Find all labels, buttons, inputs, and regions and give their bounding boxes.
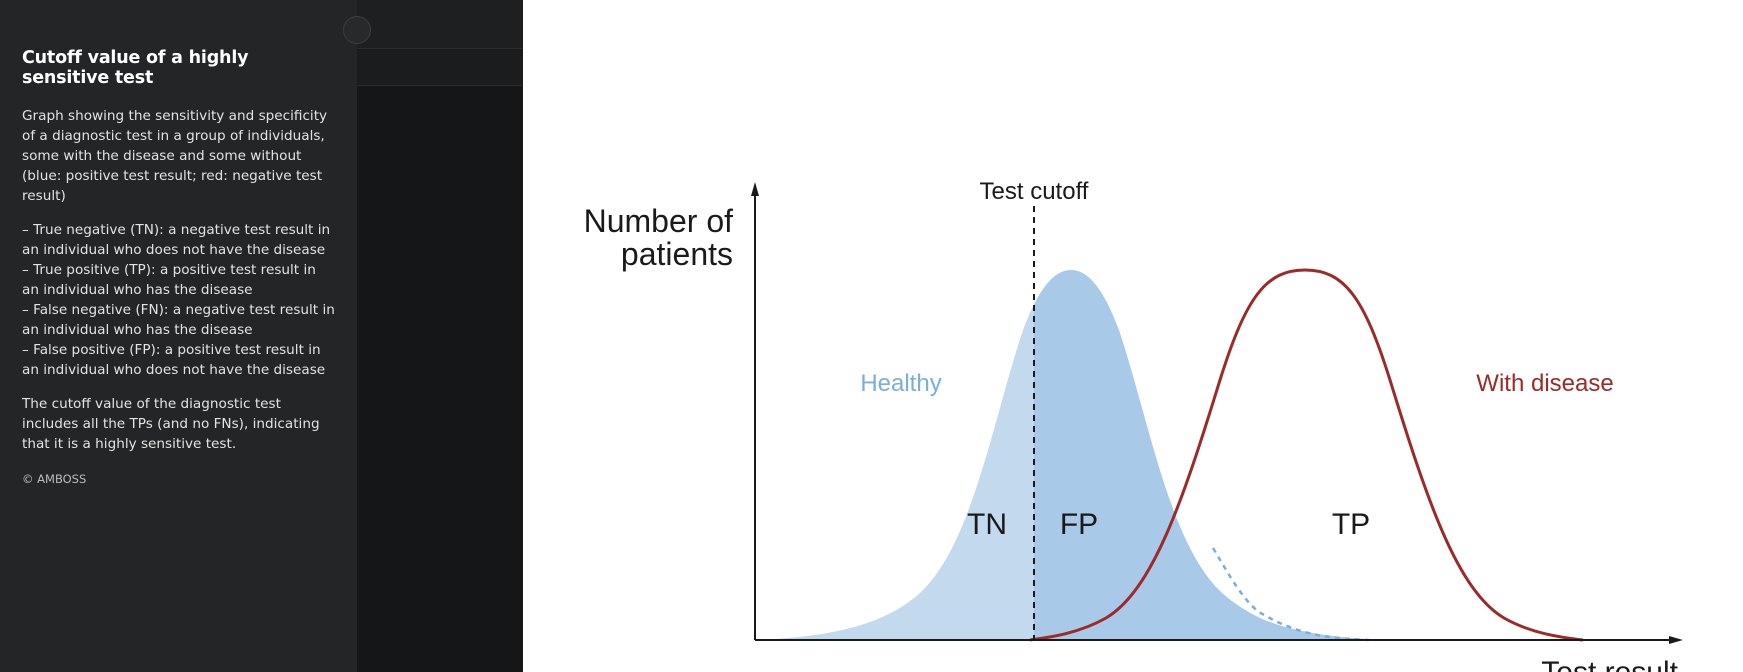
- caption-panel: Cutoff value of a highly sensitive test …: [0, 0, 357, 672]
- y-axis-arrow: [751, 182, 759, 196]
- cutoff-label: Test cutoff: [980, 178, 1089, 205]
- tn-label: TN: [967, 508, 1007, 541]
- healthy-dashed-tail: [1211, 547, 1370, 642]
- definition-fn: – False negative (FN): a negative test r…: [22, 302, 335, 338]
- y-axis-label-line2: patients: [621, 236, 733, 272]
- x-axis-label: Test result: [1541, 656, 1678, 672]
- definition-tp: – True positive (TP): a positive test re…: [22, 262, 316, 298]
- caption-intro: Graph showing the sensitivity and specif…: [22, 108, 328, 204]
- fp-label: FP: [1060, 508, 1098, 541]
- tp-label: TP: [1332, 508, 1370, 541]
- caption-title: Cutoff value of a highly sensitive test: [22, 48, 249, 88]
- healthy-area-fp: [1034, 270, 1389, 640]
- x-axis-arrow: [1669, 636, 1683, 644]
- background-strip: [357, 0, 523, 672]
- toolbar-secondary-background: [357, 49, 523, 86]
- copyright-notice: © AMBOSS: [22, 472, 87, 486]
- zoom-icon[interactable]: [343, 16, 371, 44]
- definition-fp: – False positive (FP): a positive test r…: [22, 342, 326, 378]
- sensitivity-diagram: Number of patients Test result Test cuto…: [584, 178, 1683, 672]
- disease-label: With disease: [1476, 370, 1613, 397]
- healthy-label: Healthy: [860, 370, 941, 397]
- disease-curve: [1029, 268, 1584, 642]
- definition-tn: – True negative (TN): a negative test re…: [22, 222, 331, 258]
- healthy-area-tn: [753, 304, 1034, 640]
- healthy-tail-mask: [1209, 560, 1583, 640]
- y-axis-label-line1: Number of: [584, 203, 734, 239]
- toolbar-background: [357, 0, 523, 49]
- figure-area: Number of patients Test result Test cuto…: [523, 0, 1743, 672]
- definition-list: – True negative (TN): a negative test re…: [22, 220, 335, 380]
- caption-conclusion: The cutoff value of the diagnostic test …: [22, 396, 320, 452]
